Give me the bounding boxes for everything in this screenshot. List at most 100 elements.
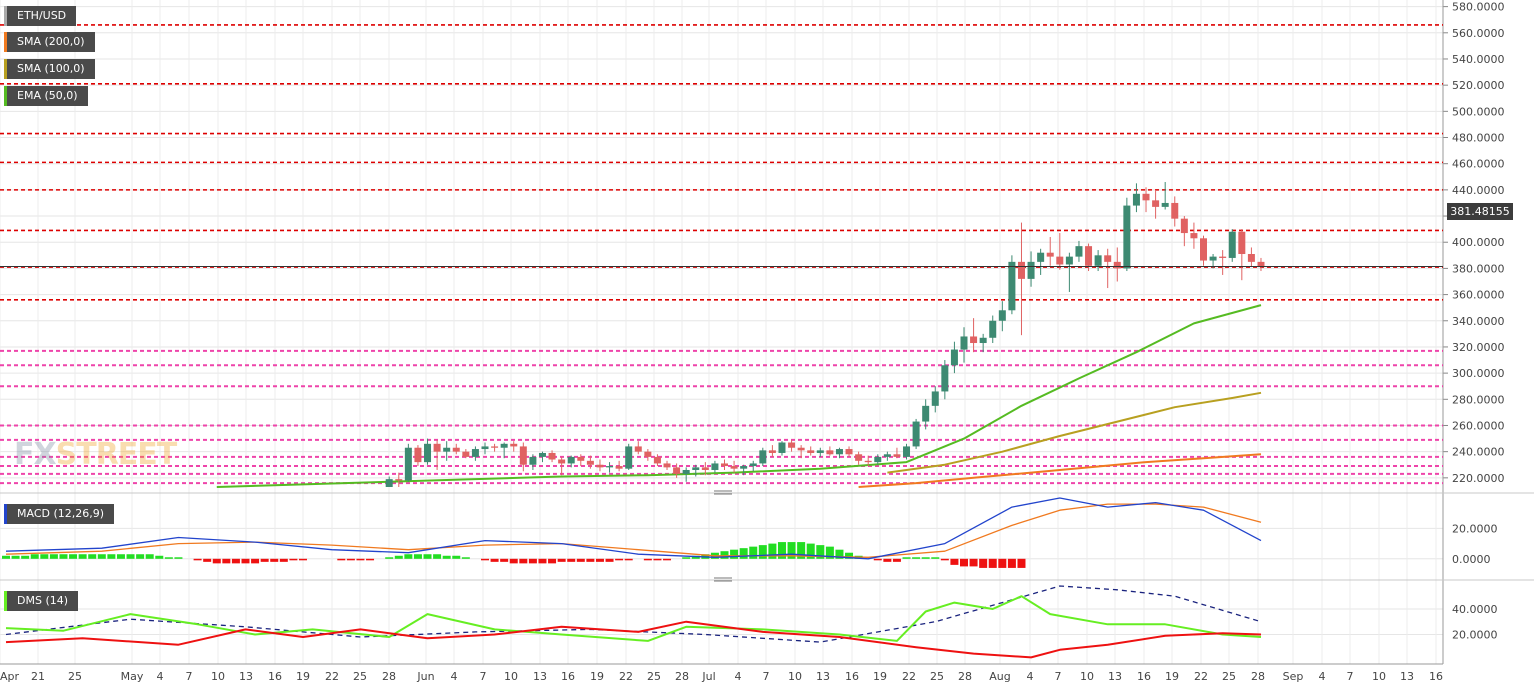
macd-hist-bar-neg bbox=[979, 558, 988, 568]
candle-body-up bbox=[538, 452, 546, 457]
candle-body-down bbox=[1190, 233, 1198, 239]
candle-body-down bbox=[1104, 255, 1112, 262]
macd-hist-bar-pos bbox=[30, 554, 39, 559]
x-tick-label: 4 bbox=[451, 670, 458, 683]
candle-body-down bbox=[864, 460, 872, 463]
candle-body-up bbox=[625, 446, 633, 469]
fxstreet-watermark: FXSTREET bbox=[14, 437, 178, 472]
x-tick-label: 28 bbox=[382, 670, 396, 683]
x-tick-label: 16 bbox=[845, 670, 859, 683]
x-tick-label: Jun bbox=[416, 670, 434, 683]
legend-dms[interactable]: DMS (14) bbox=[4, 591, 79, 611]
x-tick-label: 4 bbox=[1319, 670, 1326, 683]
x-tick-label: Apr bbox=[0, 670, 20, 683]
candle-body-down bbox=[653, 456, 661, 464]
macd-hist-bar-neg bbox=[270, 558, 279, 562]
macd-hist-bar-pos bbox=[931, 557, 940, 559]
y-tick-label: 480.0000 bbox=[1452, 132, 1505, 145]
macd-hist-bar-neg bbox=[576, 558, 585, 562]
candle-body-up bbox=[481, 446, 489, 450]
macd-hist-bar-neg bbox=[1007, 558, 1016, 568]
candle-body-up bbox=[711, 463, 719, 470]
candle-body-down bbox=[797, 447, 805, 451]
dmi-minus-line bbox=[5, 620, 1262, 659]
candle-body-down bbox=[701, 467, 709, 470]
macd-hist-bar-neg bbox=[193, 558, 202, 561]
x-tick-label: 19 bbox=[296, 670, 310, 683]
macd-hist-bar-neg bbox=[615, 558, 624, 561]
macd-hist-bar-neg bbox=[251, 558, 260, 564]
macd-hist-bar-pos bbox=[404, 554, 413, 559]
macd-hist-bar-neg bbox=[595, 558, 604, 562]
macd-hist-bar-pos bbox=[758, 545, 767, 559]
macd-hist-bar-pos bbox=[787, 542, 796, 559]
macd-hist-bar-neg bbox=[940, 558, 949, 561]
x-tick-label: 13 bbox=[239, 670, 253, 683]
macd-hist-bar-neg bbox=[969, 558, 978, 567]
y-tick-label: 240.0000 bbox=[1452, 446, 1505, 459]
macd-hist-bar-neg bbox=[241, 558, 250, 564]
y-tick-label: 560.0000 bbox=[1452, 27, 1505, 40]
y-tick-label: 540.0000 bbox=[1452, 53, 1505, 66]
macd-hist-bar-neg bbox=[528, 558, 537, 564]
y-tick-label: 340.0000 bbox=[1452, 315, 1505, 328]
macd-hist-bar-neg bbox=[960, 558, 968, 567]
macd-hist-bar-neg bbox=[509, 558, 518, 564]
dms-y-tick-label: 20.0000 bbox=[1452, 628, 1498, 641]
candle-body-up bbox=[883, 454, 891, 457]
macd-hist-bar-pos bbox=[21, 555, 30, 559]
macd-hist-bar-pos bbox=[749, 546, 758, 559]
candle-body-up bbox=[1027, 261, 1035, 279]
candle-body-down bbox=[893, 454, 901, 457]
x-tick-label: 16 bbox=[268, 670, 282, 683]
watermark-street: STREET bbox=[55, 437, 178, 472]
candle-body-up bbox=[1008, 261, 1016, 311]
y-tick-label: 220.0000 bbox=[1452, 472, 1505, 485]
candle-body-up bbox=[385, 479, 393, 487]
candle-body-up bbox=[1123, 205, 1131, 269]
candle-body-down bbox=[1180, 218, 1188, 234]
legend-macd[interactable]: MACD (12,26,9) bbox=[4, 504, 115, 524]
x-tick-label: 4 bbox=[735, 670, 742, 683]
macd-hist-bar-pos bbox=[816, 545, 825, 559]
candle-body-up bbox=[903, 446, 911, 457]
candle-body-up bbox=[682, 469, 690, 474]
candle-body-down bbox=[1017, 261, 1025, 279]
candle-body-down bbox=[1113, 261, 1121, 269]
macd-hist-bar-neg bbox=[222, 558, 231, 564]
legend-sma100[interactable]: SMA (100,0) bbox=[4, 59, 95, 79]
candle-body-down bbox=[510, 443, 518, 447]
macd-hist-bar-pos bbox=[116, 554, 125, 559]
x-tick-label: 16 bbox=[561, 670, 575, 683]
x-tick-label: 16 bbox=[1429, 670, 1443, 683]
legend-ema50[interactable]: EMA (50,0) bbox=[4, 86, 88, 106]
macd-hist-bar-pos bbox=[452, 555, 461, 559]
candle-body-down bbox=[462, 451, 470, 457]
candle-body-down bbox=[855, 454, 863, 461]
macd-hist-bar-neg bbox=[950, 558, 959, 565]
macd-hist-bar-pos bbox=[69, 554, 78, 559]
candle-body-down bbox=[644, 451, 652, 457]
macd-hist-bar-pos bbox=[845, 552, 854, 559]
x-tick-label: 7 bbox=[1055, 670, 1062, 683]
x-tick-label: 16 bbox=[1137, 670, 1151, 683]
legend-sma200[interactable]: SMA (200,0) bbox=[4, 32, 95, 52]
macd-signal-line bbox=[5, 503, 1262, 558]
candle-body-down bbox=[1219, 256, 1227, 258]
macd-hist-bar-neg bbox=[605, 558, 614, 562]
candle-body-up bbox=[471, 449, 479, 457]
macd-hist-bar-pos bbox=[59, 554, 68, 559]
y-tick-label: 580.0000 bbox=[1452, 1, 1505, 14]
macd-hist-bar-neg bbox=[298, 558, 307, 561]
sma200-line bbox=[858, 453, 1262, 488]
candle-body-up bbox=[529, 456, 537, 465]
macd-hist-bar-neg bbox=[203, 558, 212, 562]
macd-hist-bar-neg bbox=[538, 558, 547, 564]
candle-body-down bbox=[433, 443, 441, 452]
candle-body-up bbox=[1209, 256, 1217, 261]
x-tick-label: 13 bbox=[533, 670, 547, 683]
legend-symbol[interactable]: ETH/USD bbox=[4, 6, 77, 26]
dms-y-tick-label: 40.0000 bbox=[1452, 603, 1498, 616]
candle-body-up bbox=[443, 447, 451, 452]
